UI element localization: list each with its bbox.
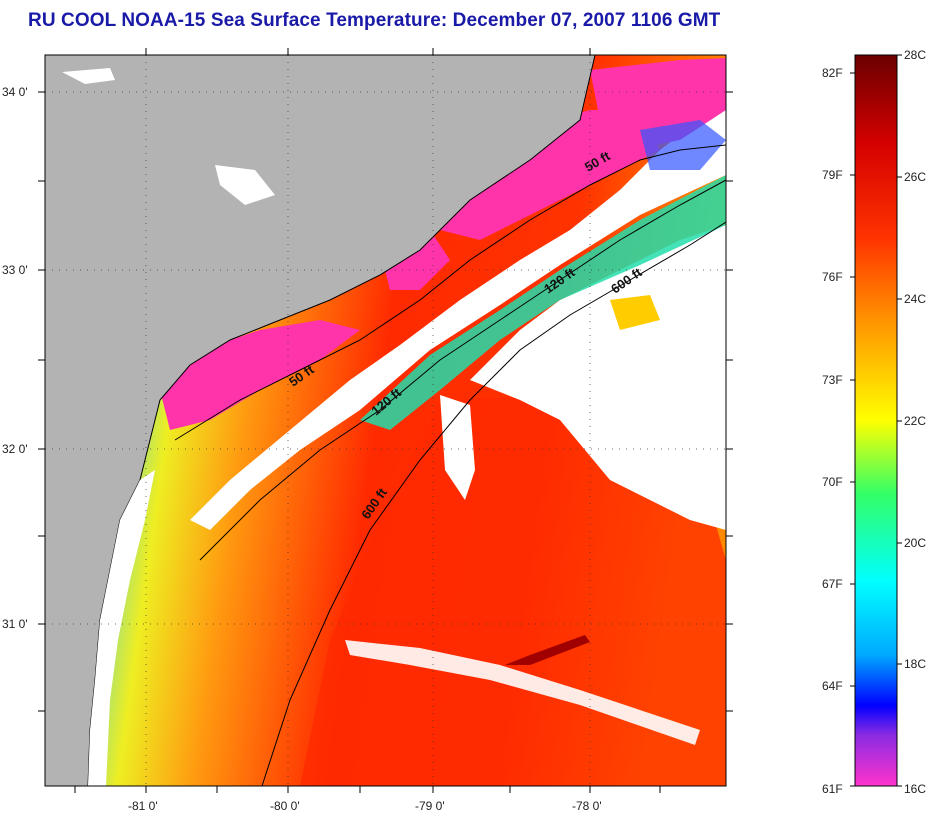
colorbar-c-label: 24C [904, 292, 926, 306]
colorbar-c-label: 28C [904, 48, 926, 62]
colorbar-c-label: 22C [904, 414, 926, 428]
cloud-patch [440, 395, 475, 500]
lat-label: 33 0' [2, 263, 28, 277]
colorbar-f-label: 61F [822, 782, 843, 796]
cloud-band [345, 640, 700, 745]
colorbar-f-label: 82F [822, 66, 843, 80]
colorbar-c-label: 26C [904, 170, 926, 184]
nearshore-cloud [190, 105, 726, 530]
warm-eddy [610, 295, 660, 330]
cold-core [640, 120, 726, 170]
warm-filament [505, 635, 590, 665]
coastal-cloud [88, 470, 155, 786]
lon-label: -78 0' [572, 799, 602, 813]
colorbar [854, 54, 898, 787]
lat-label: 31 0' [2, 617, 28, 631]
colorbar-c-label: 18C [904, 657, 926, 671]
colorbar-f-label: 76F [822, 270, 843, 284]
contour-50ft [174, 144, 726, 441]
lon-label: -80 0' [270, 799, 300, 813]
colorbar-f-label: 79F [822, 168, 843, 182]
colorbar-f-label: 70F [822, 475, 843, 489]
colorbar-ticks [850, 54, 902, 787]
colorbar-c-label: 20C [904, 536, 926, 550]
graticule [45, 55, 726, 786]
land-cloud [215, 165, 275, 205]
colorbar-c-label: 16C [904, 782, 926, 796]
warm-core [300, 395, 726, 786]
shelf-band [360, 175, 726, 430]
axis-ticks [38, 48, 733, 793]
lon-label: -81 0' [128, 799, 158, 813]
land-cloud [62, 68, 115, 84]
lat-label: 32 0' [2, 442, 28, 456]
map-title: RU COOL NOAA-15 Sea Surface Temperature:… [28, 10, 721, 31]
contour-120ft [199, 179, 726, 561]
lon-label: -79 0' [415, 799, 445, 813]
colorbar-f-label: 67F [822, 577, 843, 591]
lat-label: 34 0' [2, 85, 28, 99]
contour-600ft [261, 221, 726, 786]
colorbar-f-label: 64F [822, 679, 843, 693]
colorbar-f-label: 73F [822, 373, 843, 387]
map-frame [44, 54, 727, 787]
cloud-region [470, 225, 726, 530]
